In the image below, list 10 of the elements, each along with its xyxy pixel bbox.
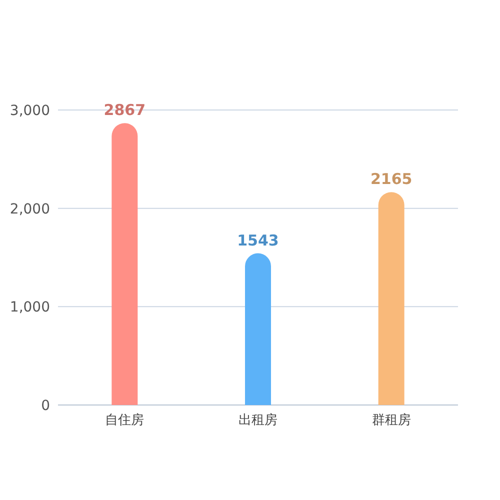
x-tick-label: 自住房 — [105, 412, 144, 428]
y-tick-label: 2,000 — [10, 201, 50, 218]
y-tick-label: 0 — [41, 398, 50, 414]
data-label: 1543 — [237, 231, 279, 250]
x-tick-label: 出租房 — [238, 412, 278, 428]
y-tick-label: 1,000 — [10, 300, 50, 316]
data-label: 2867 — [104, 101, 146, 120]
data-label: 2165 — [370, 170, 412, 188]
x-tick-label: 群租房 — [372, 412, 411, 428]
y-tick-label: 3,000 — [10, 103, 50, 119]
